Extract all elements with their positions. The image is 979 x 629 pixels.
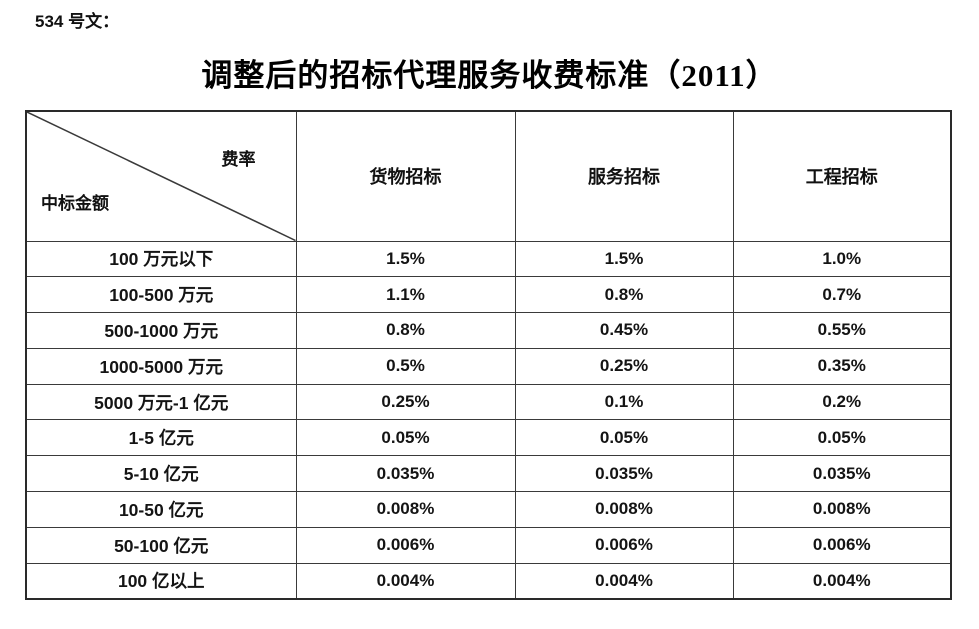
- column-header-engineering-bidding: 工程招标: [732, 110, 952, 242]
- amount-range-cell: 500-1000 万元: [25, 312, 297, 349]
- amount-range-cell: 1000-5000 万元: [25, 347, 297, 385]
- engineering-rate-cell: 0.006%: [732, 526, 952, 564]
- table-row: 5000 万元-1 亿元 0.25% 0.1% 0.2%: [25, 383, 952, 421]
- corner-label-amount: 中标金额: [41, 193, 109, 213]
- corner-header-cell: 费率 中标金额: [25, 110, 297, 242]
- engineering-rate-cell: 0.008%: [732, 491, 952, 528]
- goods-rate-cell: 0.8%: [295, 312, 516, 349]
- goods-rate-cell: 0.008%: [295, 491, 516, 528]
- engineering-rate-cell: 0.35%: [732, 347, 952, 385]
- engineering-rate-cell: 0.004%: [732, 562, 952, 600]
- amount-range-cell: 100-500 万元: [25, 276, 297, 314]
- service-rate-cell: 0.035%: [514, 455, 734, 493]
- service-rate-cell: 0.008%: [514, 491, 734, 528]
- table-row: 100 亿以上 0.004% 0.004% 0.004%: [25, 562, 952, 600]
- service-rate-cell: 0.25%: [514, 347, 734, 385]
- table-row: 1000-5000 万元 0.5% 0.25% 0.35%: [25, 347, 952, 385]
- goods-rate-cell: 1.5%: [295, 240, 516, 278]
- service-rate-cell: 0.006%: [514, 526, 734, 564]
- service-rate-cell: 0.1%: [514, 383, 734, 421]
- amount-range-cell: 5000 万元-1 亿元: [25, 383, 297, 421]
- engineering-rate-cell: 0.035%: [732, 455, 952, 493]
- table-row: 100 万元以下 1.5% 1.5% 1.0%: [25, 240, 952, 278]
- engineering-rate-cell: 0.2%: [732, 383, 952, 421]
- diagonal-divider-line: [27, 112, 296, 241]
- table-row: 50-100 亿元 0.006% 0.006% 0.006%: [25, 526, 952, 564]
- goods-rate-cell: 1.1%: [295, 276, 516, 314]
- service-rate-cell: 1.5%: [514, 240, 734, 278]
- service-rate-cell: 0.05%: [514, 419, 734, 457]
- column-header-service-bidding: 服务招标: [514, 110, 734, 242]
- table-row: 500-1000 万元 0.8% 0.45% 0.55%: [25, 312, 952, 349]
- service-rate-cell: 0.004%: [514, 562, 734, 600]
- table-row: 5-10 亿元 0.035% 0.035% 0.035%: [25, 455, 952, 493]
- amount-range-cell: 5-10 亿元: [25, 455, 297, 493]
- amount-range-cell: 100 万元以下: [25, 240, 297, 278]
- goods-rate-cell: 0.05%: [295, 419, 516, 457]
- goods-rate-cell: 0.25%: [295, 383, 516, 421]
- table-row: 10-50 亿元 0.008% 0.008% 0.008%: [25, 491, 952, 528]
- fee-rate-table: 费率 中标金额 货物招标 服务招标 工程招标 100 万元以下 1.5% 1.5…: [25, 110, 952, 600]
- service-rate-cell: 0.8%: [514, 276, 734, 314]
- goods-rate-cell: 0.5%: [295, 347, 516, 385]
- goods-rate-cell: 0.004%: [295, 562, 516, 600]
- table-row: 1-5 亿元 0.05% 0.05% 0.05%: [25, 419, 952, 457]
- engineering-rate-cell: 0.55%: [732, 312, 952, 349]
- service-rate-cell: 0.45%: [514, 312, 734, 349]
- amount-range-cell: 10-50 亿元: [25, 491, 297, 528]
- column-header-goods-bidding: 货物招标: [295, 110, 516, 242]
- table-row: 100-500 万元 1.1% 0.8% 0.7%: [25, 276, 952, 314]
- amount-range-cell: 50-100 亿元: [25, 526, 297, 564]
- goods-rate-cell: 0.006%: [295, 526, 516, 564]
- table-header-row: 费率 中标金额 货物招标 服务招标 工程招标: [25, 110, 952, 242]
- goods-rate-cell: 0.035%: [295, 455, 516, 493]
- amount-range-cell: 100 亿以上: [25, 562, 297, 600]
- document-reference: 534 号文：: [35, 12, 120, 31]
- engineering-rate-cell: 1.0%: [732, 240, 952, 278]
- engineering-rate-cell: 0.05%: [732, 419, 952, 457]
- corner-label-rate: 费率: [221, 150, 256, 169]
- amount-range-cell: 1-5 亿元: [25, 419, 297, 457]
- engineering-rate-cell: 0.7%: [732, 276, 952, 314]
- page-title: 调整后的招标代理服务收费标准（2011）: [201, 58, 778, 93]
